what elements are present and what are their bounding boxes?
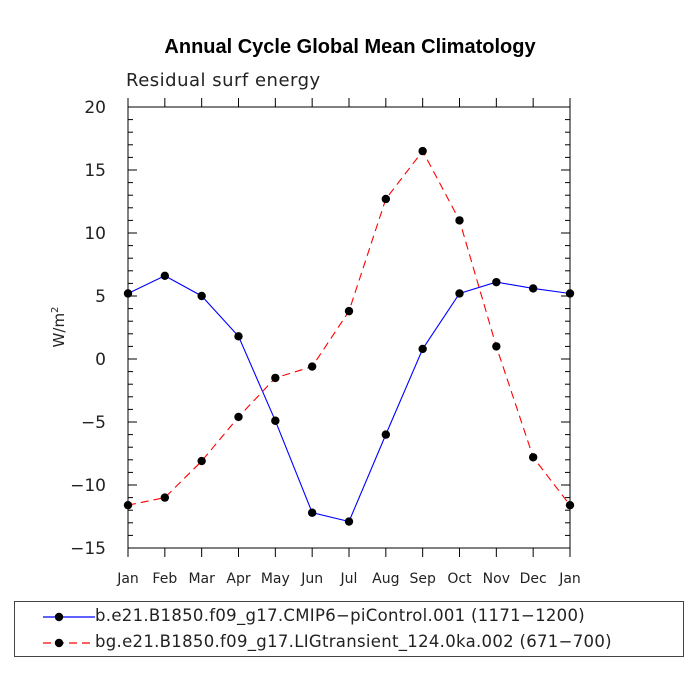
axis-ticks — [127, 98, 571, 557]
data-point-s1-2 — [197, 291, 206, 301]
legend-marker-2 — [54, 638, 64, 648]
x-tick-label: Sep — [409, 571, 436, 587]
y-tick-label: −15 — [70, 539, 106, 559]
series-line-2 — [127, 150, 571, 506]
data-point-s1-5 — [307, 508, 317, 517]
data-point-s1-0 — [123, 289, 133, 298]
data-point-s2-6 — [344, 306, 354, 316]
series-layer — [123, 146, 575, 526]
y-tick-label: 10 — [84, 224, 106, 244]
y-tick-label: −5 — [81, 413, 106, 433]
line-chart: −15 −10 −5 0 5 10 15 20 Jan Feb Mar Apr May Jun Jul Au… — [50, 98, 581, 587]
data-point-s2-11 — [528, 453, 538, 462]
x-tick-label: Jun — [300, 571, 323, 587]
x-tick-labels: Jan Feb Mar Apr May Jun Jul Aug Sep Oct Nov Dec Jan — [116, 571, 581, 587]
y-axis-label: W/m2 — [50, 307, 68, 348]
legend-item-2: bg.e21.B1850.f09_g17.LIGtransient_124.0k… — [15, 631, 683, 655]
y-tick-label: 15 — [84, 161, 106, 181]
legend-item-1: b.e21.B1850.f09_g17.CMIP6−piControl.001 … — [15, 605, 683, 629]
x-tick-label: May — [261, 571, 290, 587]
data-point-s2-0 — [123, 500, 133, 510]
data-point-s2-3 — [234, 412, 243, 422]
y-tick-label: −10 — [70, 476, 106, 496]
data-point-s2-4 — [271, 373, 280, 383]
data-point-s2-7 — [381, 194, 391, 204]
x-tick-label: Aug — [372, 571, 399, 587]
data-point-s2-10 — [492, 342, 501, 351]
data-point-s2-12 — [565, 500, 575, 510]
data-point-s1-12 — [565, 289, 575, 298]
chart-title: Annual Cycle Global Mean Climatology — [164, 36, 536, 58]
data-point-s2-2 — [197, 456, 206, 466]
y-tick-label: 5 — [95, 287, 106, 307]
data-point-s1-4 — [271, 416, 280, 425]
legend: b.e21.B1850.f09_g17.CMIP6−piControl.001 … — [14, 601, 684, 657]
x-tick-label: Apr — [226, 571, 250, 587]
data-point-s2-5 — [307, 362, 317, 371]
data-point-s2-9 — [455, 216, 464, 225]
x-tick-label: Jan — [558, 571, 581, 587]
data-point-s1-7 — [381, 430, 391, 439]
y-tick-label: 20 — [84, 98, 106, 118]
data-point-s1-6 — [344, 517, 354, 526]
data-point-s1-8 — [418, 344, 427, 354]
data-point-s1-3 — [234, 332, 243, 341]
legend-label-1: b.e21.B1850.f09_g17.CMIP6−piControl.001 … — [95, 606, 585, 625]
y-tick-labels: −15 −10 −5 0 5 10 15 20 — [70, 98, 106, 559]
y-tick-label: 0 — [95, 350, 106, 370]
data-point-s2-1 — [160, 493, 170, 502]
data-point-s1-1 — [160, 271, 170, 281]
x-tick-label: Jan — [116, 571, 139, 587]
x-tick-label: Nov — [483, 571, 510, 587]
chart-subtitle: Residual surf energy — [126, 70, 321, 91]
data-point-s1-11 — [528, 284, 538, 293]
legend-marker-1 — [54, 612, 64, 622]
x-tick-label: Oct — [447, 571, 472, 587]
x-tick-label: Feb — [152, 571, 177, 587]
x-tick-label: Jul — [340, 571, 358, 587]
data-point-s1-10 — [492, 277, 501, 287]
plot-frame — [127, 106, 571, 549]
data-point-s1-9 — [455, 289, 464, 298]
x-tick-label: Mar — [188, 571, 215, 587]
legend-label-2: bg.e21.B1850.f09_g17.LIGtransient_124.0k… — [95, 632, 612, 651]
x-tick-label: Dec — [520, 571, 547, 587]
data-point-s2-8 — [418, 146, 427, 156]
